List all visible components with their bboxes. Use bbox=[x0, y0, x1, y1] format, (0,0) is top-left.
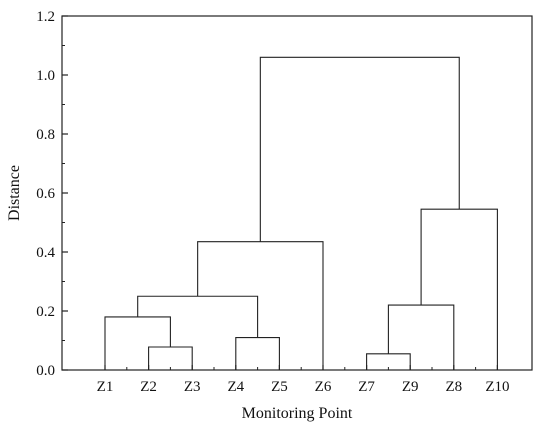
y-tick-label: 1.2 bbox=[36, 9, 55, 25]
x-tick-label-z3: Z3 bbox=[184, 379, 201, 395]
dendrogram-link bbox=[259, 56, 460, 242]
dendrogram-link bbox=[148, 346, 193, 370]
y-tick-label: 0.6 bbox=[36, 186, 55, 202]
y-tick-label: 0.0 bbox=[36, 363, 55, 379]
y-tick-label: 0.8 bbox=[36, 127, 55, 143]
x-tick-label-z6: Z6 bbox=[315, 379, 332, 395]
dendrogram-link bbox=[197, 241, 324, 370]
dendrogram-link bbox=[104, 316, 171, 370]
x-tick-label-z7: Z7 bbox=[358, 379, 375, 395]
x-tick-label-z8: Z8 bbox=[445, 379, 462, 395]
y-tick-label: 0.2 bbox=[36, 304, 55, 320]
x-tick-label-z1: Z1 bbox=[97, 379, 114, 395]
x-tick-label-z5: Z5 bbox=[271, 379, 288, 395]
y-tick-label: 0.4 bbox=[36, 245, 55, 261]
dendrogram-link bbox=[387, 304, 455, 370]
x-tick-label-z10: Z10 bbox=[485, 379, 509, 395]
x-tick-label-z4: Z4 bbox=[227, 379, 244, 395]
x-tick-label-z9: Z9 bbox=[402, 379, 419, 395]
dendrogram-link bbox=[235, 337, 280, 370]
dendrogram-link bbox=[420, 208, 498, 370]
label-layer: 0.0 0.2 0.4 0.6 0.8 1.0 1.2 Z1 Z2 Z3 Z4 Z5 Z6 Z7 Z9 Z8 Z… bbox=[36, 9, 509, 395]
plot-frame bbox=[61, 15, 533, 371]
dendrogram-links bbox=[104, 56, 498, 370]
x-tick-label-z2: Z2 bbox=[140, 379, 157, 395]
y-axis-title: Distance bbox=[6, 165, 23, 221]
x-axis-title: Monitoring Point bbox=[242, 405, 353, 422]
y-tick-label: 1.0 bbox=[36, 68, 55, 84]
